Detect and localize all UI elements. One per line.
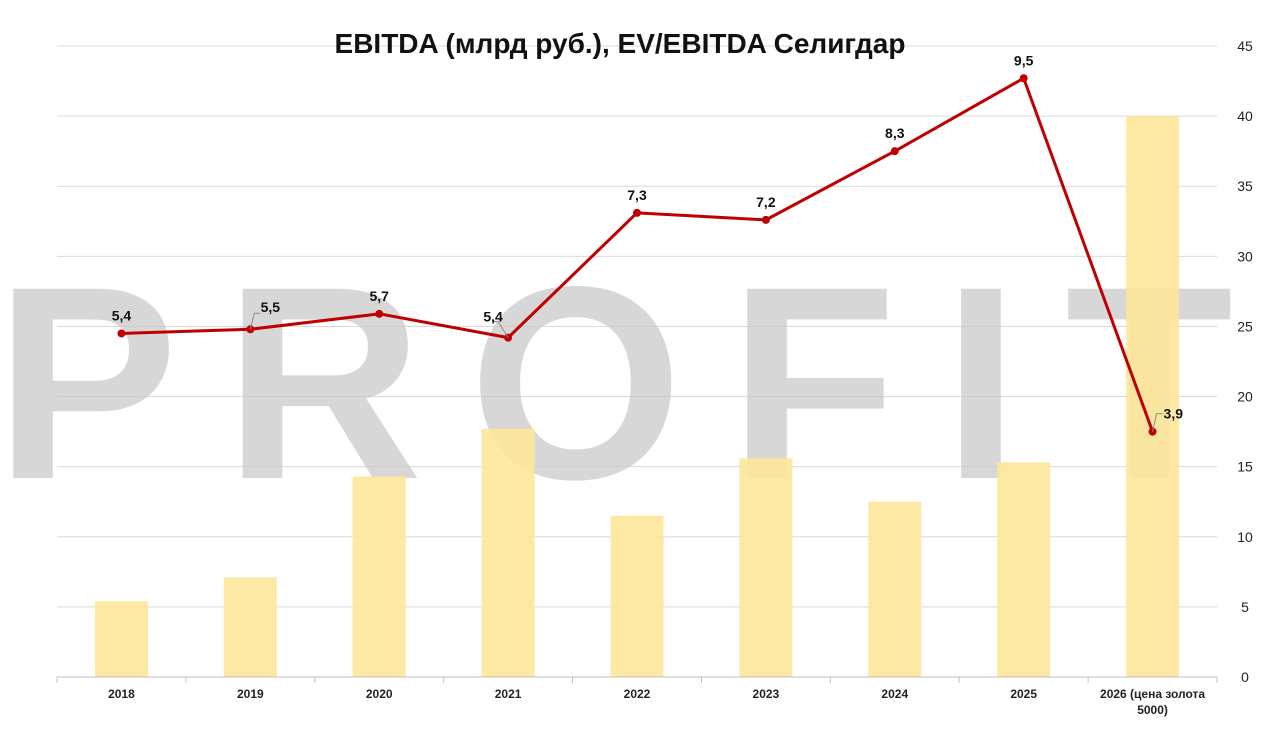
watermark: PROFIT xyxy=(0,230,1279,537)
x-tick-label: 2023 xyxy=(753,687,780,701)
bar-2018 xyxy=(94,601,148,677)
data-labels: 5,4 5,5 5,7 5,4 7,3 7,2 8,3 9,5 3,9 xyxy=(112,52,1184,432)
data-label: 5,7 xyxy=(369,288,389,304)
data-label: 5,4 xyxy=(483,309,503,325)
data-label: 5,5 xyxy=(261,299,281,315)
y-tick-label: 0 xyxy=(1241,669,1249,685)
y-tick-label: 20 xyxy=(1237,389,1253,405)
bar-2025 xyxy=(997,462,1051,677)
x-tick-label: 2024 xyxy=(881,687,908,701)
y-tick-label: 30 xyxy=(1237,248,1253,264)
ev-ebitda-point-2018 xyxy=(117,329,126,338)
bar-2021 xyxy=(481,428,535,677)
ev-ebitda-point-2020 xyxy=(375,309,384,318)
x-tick-label: 2019 xyxy=(237,687,264,701)
y-tick-label: 45 xyxy=(1237,38,1253,54)
x-tick-label: 2018 xyxy=(108,687,135,701)
data-label: 5,4 xyxy=(112,307,132,323)
label-leader-line xyxy=(492,321,509,338)
watermark-text: PROFIT xyxy=(0,230,1279,537)
data-label: 7,2 xyxy=(756,194,776,210)
y-tick-label: 5 xyxy=(1241,599,1249,615)
bar-2020 xyxy=(352,476,406,677)
y-tick-label: 15 xyxy=(1237,459,1253,475)
data-label: 8,3 xyxy=(885,125,905,141)
x-tick-label: 2025 xyxy=(1010,687,1037,701)
data-label: 3,9 xyxy=(1164,406,1184,422)
y-tick-label: 10 xyxy=(1237,529,1253,545)
y-tick-label: 40 xyxy=(1237,108,1253,124)
data-label: 9,5 xyxy=(1014,52,1034,68)
ev-ebitda-point-2025 xyxy=(1019,74,1028,83)
bar-2022 xyxy=(610,515,664,677)
ev-ebitda-point-2024 xyxy=(890,147,899,156)
ev-ebitda-point-2022 xyxy=(633,208,641,217)
y-tick-label: 25 xyxy=(1237,318,1253,334)
ev-ebitda-point-2023 xyxy=(761,215,770,224)
data-label: 7,3 xyxy=(627,187,647,203)
x-tick-label: 5000) xyxy=(1137,703,1168,717)
ebitda-bars xyxy=(94,116,1180,678)
y-tick-label: 35 xyxy=(1237,178,1253,194)
x-tick-label: 2022 xyxy=(624,687,651,701)
chart-title: EBITDA (млрд руб.), EV/EBITDA Селигдар xyxy=(334,28,906,59)
bar-2026 xyxy=(1126,116,1180,678)
x-tick-label: 2020 xyxy=(366,687,393,701)
bar-2023 xyxy=(739,458,793,677)
ev-ebitda-line xyxy=(117,74,1157,436)
x-tick-label: 2026 (цена золота xyxy=(1100,687,1205,701)
label-leader-line xyxy=(1152,413,1163,432)
label-leader-line xyxy=(249,312,261,330)
x-tick-label: 2021 xyxy=(495,687,522,701)
bar-2024 xyxy=(868,501,922,677)
bar-2019 xyxy=(223,577,277,677)
